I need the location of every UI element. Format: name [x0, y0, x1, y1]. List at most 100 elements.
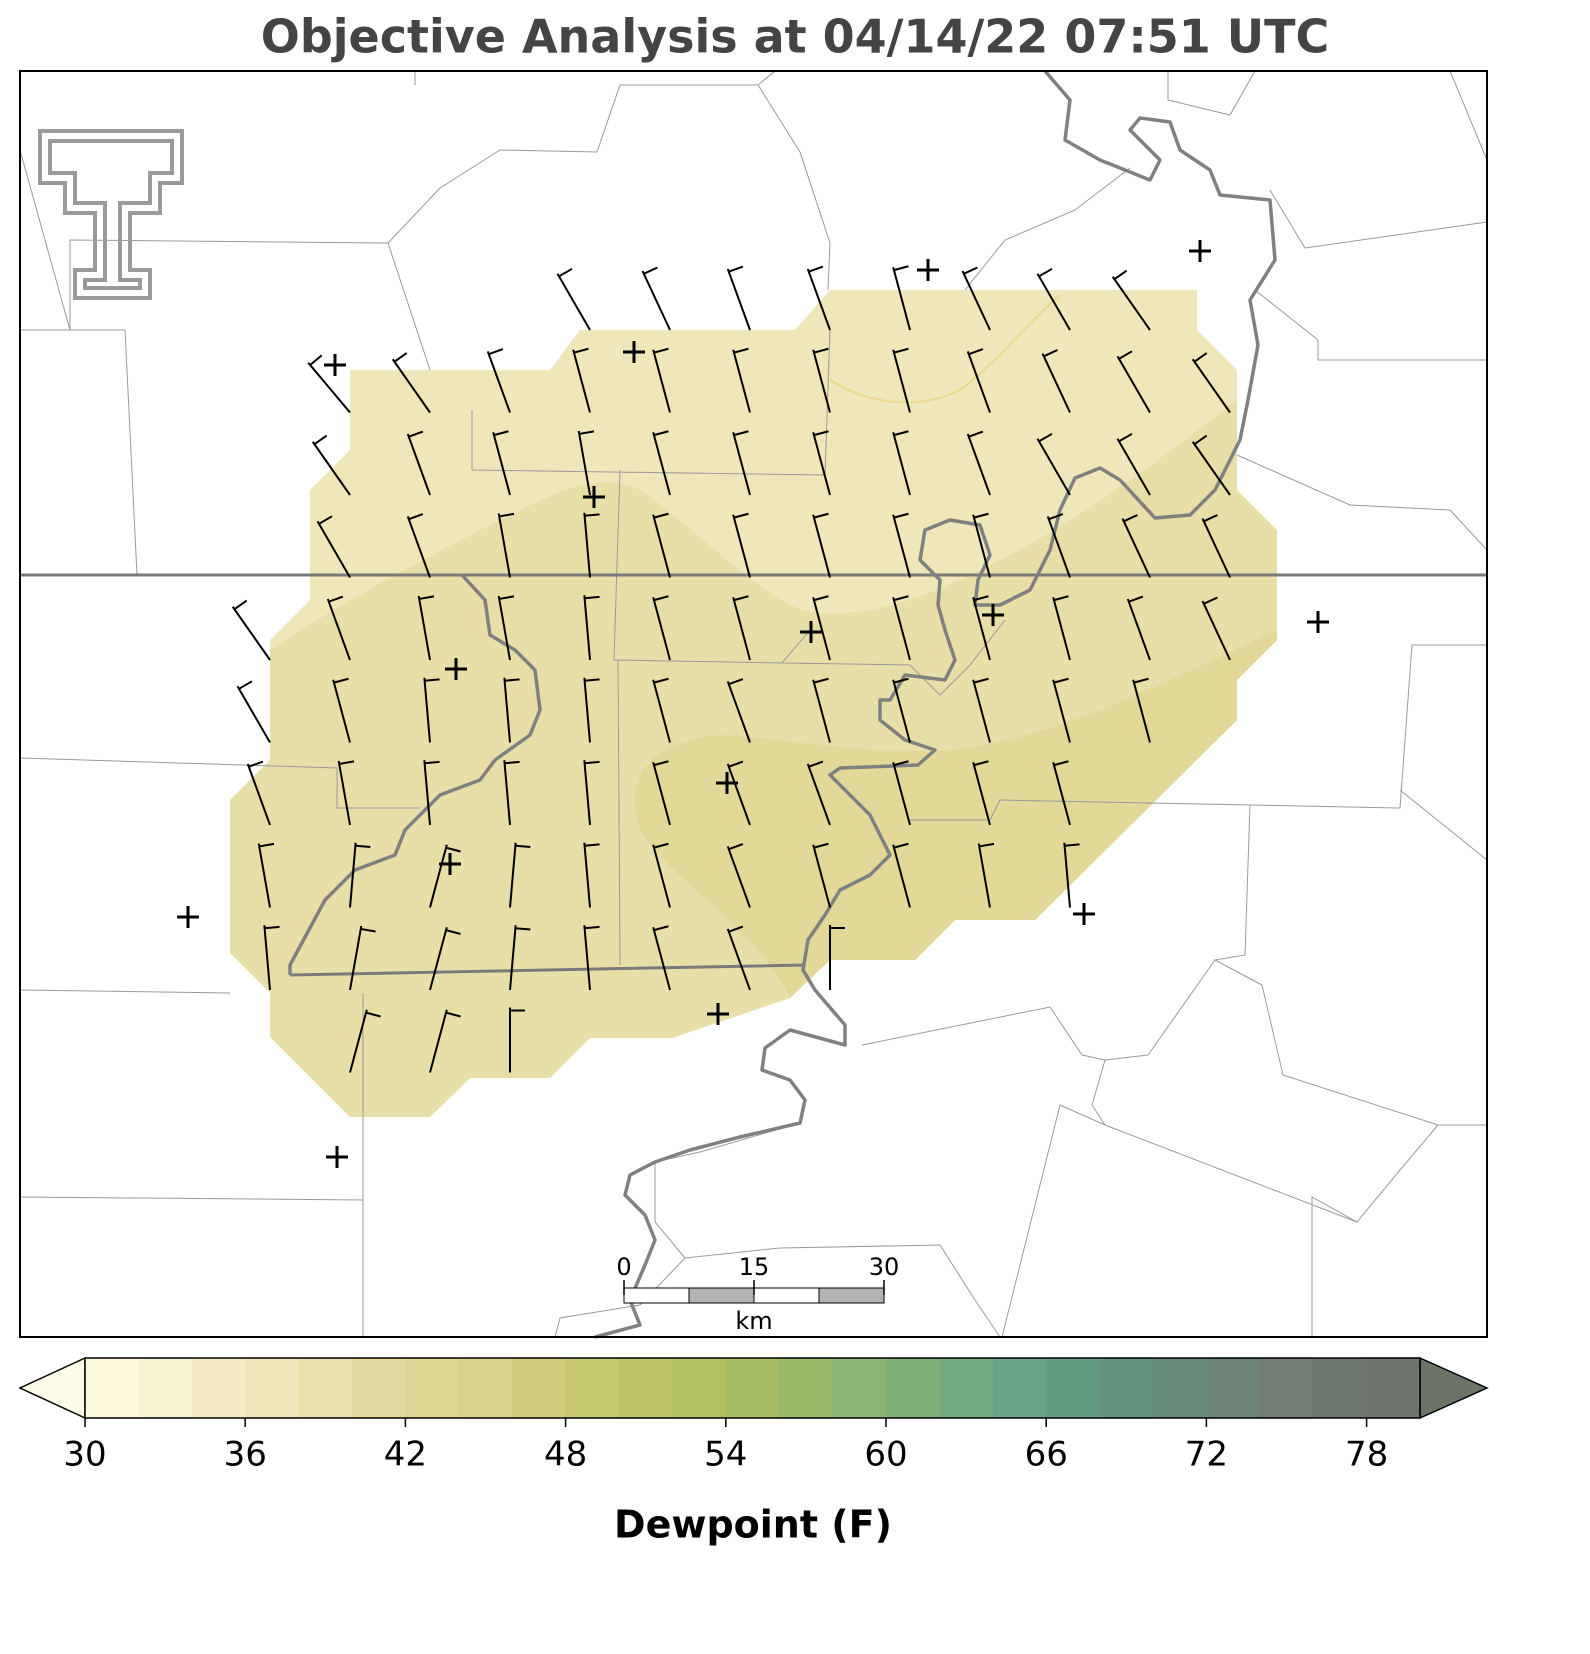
- map-frame: [19, 70, 1488, 1338]
- wind-barb: [972, 512, 991, 578]
- colorbar-box: [1099, 1358, 1154, 1418]
- wind-barb: [246, 760, 271, 826]
- wind-barb: [977, 842, 995, 908]
- wind-barb: [892, 842, 911, 908]
- wind-barb: [892, 265, 911, 331]
- wind-barb: [961, 266, 991, 331]
- wind-barb: [892, 430, 911, 496]
- colorbar-box: [405, 1358, 460, 1418]
- colorbar-box: [725, 1358, 780, 1418]
- wind-barb: [429, 1009, 461, 1073]
- wind-barb: [652, 842, 671, 908]
- colorbar-box: [1259, 1358, 1314, 1418]
- wind-barb: [732, 430, 751, 496]
- title: Objective Analysis at 04/14/22 07:51 UTC: [261, 10, 1330, 64]
- colorbar-box: [1046, 1358, 1101, 1418]
- wind-barb: [583, 842, 600, 908]
- wind-barb: [326, 595, 351, 661]
- wind-barb: [892, 512, 911, 578]
- wind-barb: [1132, 677, 1151, 743]
- scale-bar: 0 15 30 km: [616, 1253, 899, 1335]
- colorbar-box: [191, 1358, 246, 1418]
- colorbar-tick-label: 72: [1185, 1435, 1228, 1475]
- colorbar-box: [352, 1358, 406, 1418]
- wind-barb: [497, 595, 515, 661]
- colorbar-box: [245, 1358, 300, 1418]
- wind-barb: [1111, 269, 1151, 331]
- wind-barb: [892, 595, 911, 661]
- scale-tick-label: 0: [616, 1253, 631, 1281]
- colorbar-box: [1313, 1358, 1368, 1418]
- wind-barb: [1036, 432, 1071, 496]
- wind-barb: [492, 430, 511, 496]
- wind-barb: [966, 430, 991, 496]
- wind-barb: [503, 760, 520, 826]
- wind-barb: [503, 677, 520, 743]
- wind-barb: [652, 925, 671, 991]
- wind-barb: [652, 677, 671, 743]
- wind-barbs: [231, 265, 1231, 1073]
- wind-barb: [509, 1007, 525, 1073]
- wind-barb: [583, 595, 600, 661]
- wind-barb: [732, 347, 751, 413]
- wind-barb: [583, 925, 600, 991]
- wind-barb: [1046, 513, 1071, 578]
- wind-barb: [307, 354, 351, 414]
- wind-barb: [583, 512, 600, 578]
- colorbar-box: [1366, 1358, 1421, 1418]
- wind-barb: [577, 430, 595, 496]
- wind-barb: [1116, 432, 1151, 496]
- wind-barb: [337, 760, 355, 826]
- colorbar-tick-label: 30: [63, 1435, 106, 1475]
- wind-barb: [1063, 842, 1080, 908]
- wind-barb: [349, 842, 371, 908]
- wind-barb: [1121, 514, 1151, 578]
- wind-barb: [652, 595, 671, 661]
- wind-barb: [812, 842, 831, 908]
- wind-barb: [423, 677, 440, 743]
- wind-barb: [486, 348, 511, 413]
- colorbar: 30 36 42 48 54 60 66 72 78: [18, 1356, 1489, 1475]
- colorbar-box: [512, 1358, 567, 1418]
- wind-barb: [652, 347, 671, 413]
- wind-barb: [726, 760, 751, 826]
- colorbar-tick-label: 42: [384, 1435, 427, 1475]
- wind-barb: [652, 512, 671, 578]
- colorbar-box: [565, 1358, 620, 1418]
- wind-barb: [1201, 596, 1231, 661]
- wind-barb: [231, 599, 271, 661]
- scale-tick-label: 30: [869, 1253, 900, 1281]
- wind-barb: [726, 678, 751, 743]
- wind-barb: [972, 595, 991, 661]
- colorbar-label: Dewpoint (F): [614, 1503, 892, 1547]
- contour-line: [829, 294, 1061, 404]
- wind-barb: [429, 844, 461, 908]
- wind-barb: [1191, 352, 1231, 414]
- wind-barb: [1126, 595, 1151, 661]
- colorbar-box: [138, 1358, 193, 1418]
- wind-barb: [406, 513, 431, 578]
- logo: [38, 129, 184, 300]
- colorbar-box: [458, 1358, 513, 1418]
- colorbar-box: [779, 1358, 834, 1418]
- wind-barb: [1052, 760, 1071, 826]
- wind-barb: [806, 265, 831, 331]
- colorbar-box: [1153, 1358, 1207, 1418]
- wind-barb: [641, 266, 671, 331]
- wind-barb: [509, 842, 531, 908]
- wind-barb: [1116, 350, 1151, 413]
- wind-barb: [236, 680, 271, 743]
- wind-barb: [972, 677, 991, 743]
- wind-barb: [257, 842, 275, 908]
- colorbar-box: [298, 1358, 353, 1418]
- colorbar-tick-label: 48: [544, 1435, 587, 1475]
- wind-barb: [583, 677, 600, 743]
- scale-segment: [753, 1287, 820, 1304]
- colorbar-box: [992, 1358, 1047, 1418]
- wind-barb: [1036, 267, 1071, 331]
- wind-barb: [892, 677, 911, 743]
- colorbar-box: [672, 1358, 727, 1418]
- wind-barb: [812, 677, 831, 743]
